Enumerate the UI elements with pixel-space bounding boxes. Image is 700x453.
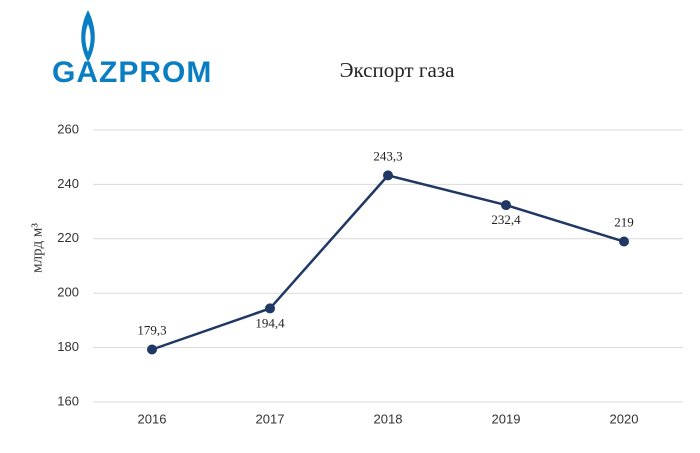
- data-label: 219: [614, 215, 634, 230]
- y-tick-label: 160: [57, 393, 79, 408]
- y-tick-label: 180: [57, 339, 79, 354]
- data-label: 194,4: [255, 315, 285, 330]
- marker: [501, 200, 511, 211]
- marker: [619, 236, 629, 247]
- marker: [147, 344, 157, 355]
- x-tick-label: 2019: [492, 411, 521, 426]
- line: [151, 174, 625, 351]
- data-label: 243,3: [373, 148, 402, 163]
- x-tick-label: 2017: [256, 411, 285, 426]
- logo-text: GAZPROM: [52, 56, 212, 89]
- logo: GAZPROM: [52, 10, 212, 89]
- chart-title: Экспорт газа: [340, 58, 455, 82]
- logo-flame-inner: [85, 24, 91, 52]
- data-label: 179,3: [137, 322, 166, 337]
- y-tick-label: 200: [57, 285, 79, 300]
- x-tick-label: 2018: [374, 411, 403, 426]
- marker: [383, 170, 393, 181]
- y-tick-label: 220: [57, 230, 79, 245]
- data-label: 232,4: [491, 212, 521, 227]
- y-axis-label: млрд м³: [29, 223, 45, 273]
- y-tick-label: 260: [57, 121, 79, 136]
- y-tick-label: 240: [57, 176, 79, 191]
- marker: [265, 303, 275, 314]
- x-tick-label: 2020: [610, 411, 639, 426]
- x-tick-label: 2016: [138, 411, 167, 426]
